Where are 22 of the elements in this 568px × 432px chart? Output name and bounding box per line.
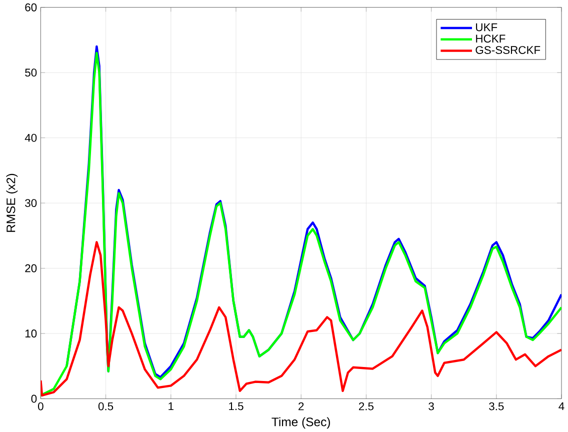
- x-tick-label: 3.5: [489, 402, 504, 410]
- y-tick-label: 40: [24, 134, 37, 142]
- legend-label: GS-SSRCKF: [476, 46, 540, 54]
- y-tick-label: 10: [25, 330, 37, 338]
- y-tick-label: 20: [25, 264, 37, 272]
- x-tick-label: 1: [168, 402, 174, 410]
- x-tick-label: 1.5: [229, 402, 244, 410]
- x-tick-label: 3: [428, 402, 434, 410]
- line-series: [40, 241, 562, 397]
- legend-label: HCKF: [476, 34, 506, 43]
- x-tick-label: 0: [38, 402, 44, 410]
- y-tick-label: 50: [25, 68, 37, 77]
- y-tick-label: 0: [31, 394, 37, 403]
- x-tick-label: 2: [298, 402, 304, 410]
- y-tick-label: 60: [25, 3, 37, 12]
- x-tick-label: 0.5: [98, 402, 114, 410]
- x-tick-label: 2.5: [358, 402, 374, 410]
- x-axis-title: Time (Sec): [272, 417, 330, 429]
- y-tick-label: 30: [25, 199, 37, 207]
- y-axis-title: RMSE (x2): [6, 174, 18, 232]
- x-tick-label: 4: [558, 402, 564, 410]
- legend-label: UKF: [476, 23, 498, 32]
